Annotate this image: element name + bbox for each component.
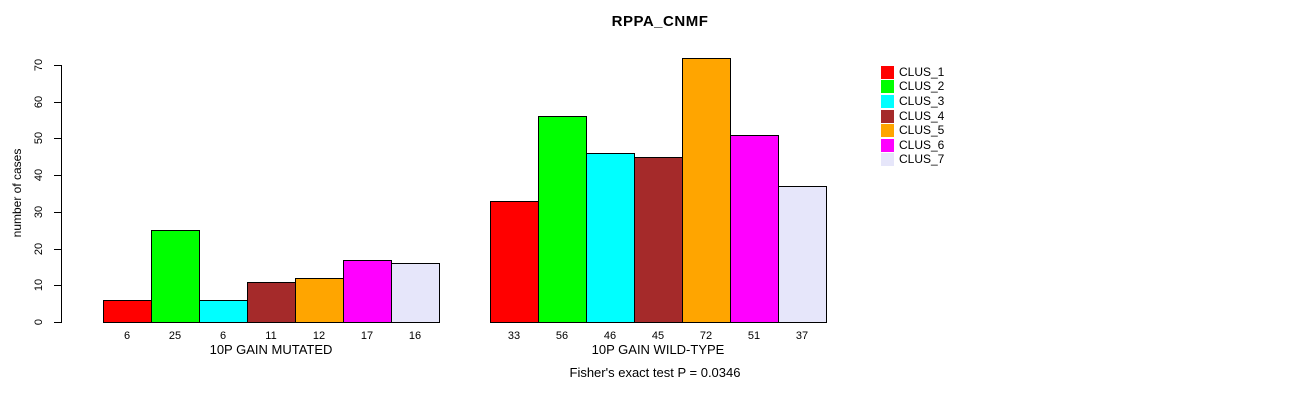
bar-value-label: 46 (603, 330, 617, 342)
legend-item-clus_4: CLUS_4 (881, 109, 944, 124)
y-tick-mark (54, 175, 61, 177)
bar-value-label: 6 (123, 330, 131, 342)
y-tick-mark (54, 65, 61, 66)
y-tick-mark (54, 248, 61, 250)
y-axis-label: number of cases (10, 148, 24, 238)
legend: CLUS_1 CLUS_2 CLUS_3 CLUS_4 CLUS_5 CLUS_6 CLUS… (881, 65, 944, 167)
y-tick-label: 0 (33, 318, 45, 326)
bar-clus_1-group1 (103, 299, 152, 323)
y-tick-label: 50 (33, 132, 45, 145)
bar-value-label: 37 (795, 330, 809, 342)
legend-swatch-icon (881, 80, 894, 94)
bar-value-label: 17 (360, 330, 374, 342)
y-tick-label: 40 (33, 169, 45, 182)
legend-item-clus_5: CLUS_5 (881, 123, 944, 138)
bar-value-label: 51 (747, 330, 761, 342)
bar-value-label: 25 (168, 330, 182, 342)
bar-clus_4-group2 (634, 156, 683, 323)
bar-clus_5-group1 (295, 277, 344, 323)
y-tick-label: 70 (33, 58, 45, 72)
bar-value-label: 72 (699, 330, 713, 342)
legend-swatch-icon (881, 94, 894, 108)
fisher-test-annotation: Fisher's exact test P = 0.0346 (569, 365, 741, 380)
y-tick-label: 20 (33, 242, 45, 255)
bar-clus_5-group2 (682, 57, 731, 323)
bar-clus_2-group1 (151, 230, 200, 323)
legend-item-clus_6: CLUS_6 (881, 138, 944, 153)
chart-title: RPPA_CNMF (611, 13, 709, 30)
legend-item-clus_2: CLUS_2 (881, 80, 944, 95)
legend-item-label: CLUS_1 (899, 64, 945, 79)
group-label-1: 10P GAIN MUTATED (209, 342, 333, 357)
bar-clus_7-group2 (778, 186, 827, 323)
bar-value-label: 56 (555, 330, 569, 342)
bar-clus_6-group1 (343, 259, 392, 323)
bar-clus_1-group2 (490, 200, 539, 323)
y-tick-mark (54, 211, 61, 213)
bar-value-label: 6 (219, 330, 227, 342)
legend-item-clus_3: CLUS_3 (881, 94, 944, 109)
legend-swatch-icon (881, 65, 894, 79)
legend-item-clus_1: CLUS_1 (881, 65, 944, 80)
legend-swatch-icon (881, 153, 894, 167)
y-tick-label: 60 (33, 95, 45, 108)
legend-item-label: CLUS_3 (899, 93, 945, 108)
legend-item-label: CLUS_7 (899, 152, 945, 167)
legend-swatch-icon (881, 138, 894, 152)
legend-item-label: CLUS_4 (899, 108, 945, 123)
y-tick-label: 30 (33, 205, 45, 218)
legend-item-clus_7: CLUS_7 (881, 153, 944, 168)
group-label-2: 10P GAIN WILD-TYPE (591, 342, 725, 357)
bar-value-label: 16 (408, 330, 422, 342)
bar-clus_6-group2 (730, 134, 779, 323)
legend-swatch-icon (881, 124, 894, 138)
legend-swatch-icon (881, 109, 894, 123)
legend-item-label: CLUS_5 (899, 123, 945, 138)
y-tick-mark (54, 138, 61, 140)
y-axis-line (61, 65, 62, 323)
bar-clus_2-group2 (538, 116, 587, 323)
bar-value-label: 33 (507, 330, 521, 342)
bar-value-label: 11 (265, 330, 277, 342)
y-tick-mark (54, 101, 61, 103)
y-tick-label: 10 (33, 279, 45, 292)
bar-clus_7-group1 (391, 263, 440, 323)
y-tick-mark (54, 322, 61, 323)
bar-clus_3-group1 (199, 299, 248, 323)
y-tick-mark (54, 285, 61, 287)
legend-item-label: CLUS_6 (899, 137, 945, 152)
bar-value-label: 12 (312, 330, 326, 342)
bar-value-label: 45 (651, 330, 665, 342)
bar-clus_3-group2 (586, 153, 635, 323)
legend-item-label: CLUS_2 (899, 79, 945, 94)
bar-clus_4-group1 (247, 281, 296, 323)
